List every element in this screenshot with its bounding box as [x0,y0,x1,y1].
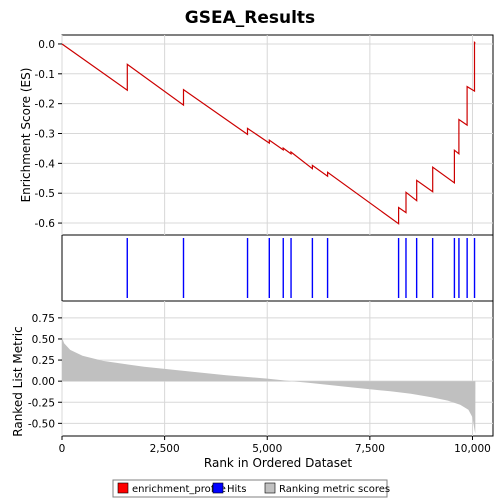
enrichment-y-tick-label: -0.3 [35,129,56,141]
legend-swatch [117,482,129,494]
enrichment-profile-line [61,40,476,225]
x-tick-label: 10,000 [454,443,491,455]
ranking-y-tick-label: -0.50 [28,418,55,430]
legend: enrichment_profile Hits Ranking metric sco… [112,479,390,498]
enrichment-y-tick-label: -0.5 [35,188,56,200]
ranking-y-tick-label: 0.75 [32,313,55,325]
x-axis-label: Rank in Ordered Dataset [204,456,352,470]
legend-label: Ranking metric scores [279,484,390,495]
enrichment-y-ticks: 0.0 -0.1 -0.2 -0.3 -0.4 -0.5 -0.6 [35,39,62,230]
enrichment-y-tick-label: -0.2 [35,99,56,111]
chart-title: GSEA_Results [185,8,315,28]
enrichment-y-axis-label: Enrichment Score (ES) [19,68,33,203]
ranking-y-tick-label: 0.00 [32,376,55,388]
enrichment-panel [61,34,494,236]
enrichment-y-tick-label: -0.1 [35,69,56,81]
legend-swatch [212,482,224,494]
hits-panel [61,234,494,302]
enrichment-y-tick-label: -0.6 [35,218,56,230]
ranking-y-ticks: 0.75 0.50 0.25 0.00 -0.25 -0.50 [28,313,62,430]
x-tick-label: 5,000 [252,443,282,455]
ranking-metric-area [62,337,476,434]
ranking-y-tick-label: 0.25 [32,355,55,367]
enrichment-y-tick-label: 0.0 [38,39,55,51]
legend-swatch [264,482,276,494]
ranking-y-tick-label: -0.25 [28,397,55,409]
enrichment-grid [61,35,493,235]
hit-lines [126,238,476,298]
x-tick-label: 7,500 [355,443,385,455]
x-tick-label: 0 [59,443,66,455]
legend-label: Hits [227,484,246,495]
ranking-y-tick-label: 0.50 [32,334,55,346]
ranking-y-axis-label: Ranked List Metric [11,326,25,436]
enrichment-y-tick-label: -0.4 [35,158,56,170]
x-ticks: 0 2,500 5,000 7,500 10,000 [59,436,491,455]
legend-label: enrichment_profile [132,484,226,495]
legend-box [112,479,388,498]
x-tick-label: 2,500 [150,443,180,455]
